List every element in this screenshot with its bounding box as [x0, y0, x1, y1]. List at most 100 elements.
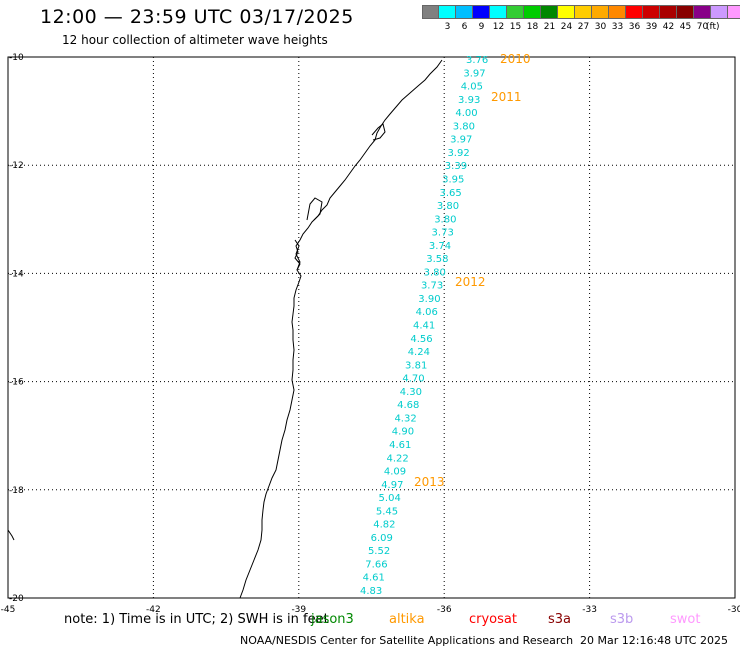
year-marker: 2010 [500, 52, 531, 66]
legend-tick-label: 18 [526, 22, 539, 32]
legend-tick-label: 33 [611, 22, 624, 32]
legend-tick-label: 3 [444, 22, 451, 32]
wave-height-label: 3.73 [432, 228, 454, 239]
wave-height-label: 3.74 [429, 241, 451, 252]
wave-height-label: 6.09 [371, 533, 393, 544]
legend-swatch [677, 5, 694, 19]
wave-height-label: 4.30 [400, 387, 422, 398]
coastline [239, 59, 443, 599]
legend-tick-label: 9 [478, 22, 485, 32]
timestamp-text: 20 Mar 12:16:48 UTC 2025 [580, 634, 728, 647]
legend-swatch [711, 5, 728, 19]
coastline-edge [7, 529, 15, 541]
legend-tick-label: 21 [543, 22, 556, 32]
lon-tick-label: -36 [437, 605, 452, 615]
legend-swatch [728, 5, 740, 19]
wave-height-label: 4.09 [384, 467, 406, 478]
wave-height-label: 3.80 [437, 201, 459, 212]
wave-height-label: 3.97 [463, 68, 485, 79]
legend-tick-label: 27 [577, 22, 590, 32]
wave-height-label: 4.00 [455, 108, 477, 119]
wave-height-label: 3.80 [434, 214, 456, 225]
wave-height-label: 3.90 [418, 294, 440, 305]
wave-height-label: 3.93 [458, 95, 480, 106]
wave-height-label: 4.24 [408, 347, 430, 358]
mission-altika: altika [389, 612, 425, 627]
lon-tick-label: -30 [728, 605, 740, 615]
wave-height-label: 3.58 [426, 254, 448, 265]
wave-height-label: 4.83 [360, 586, 382, 597]
wave-height-label: 3.73 [421, 281, 443, 292]
legend-swatch [694, 5, 711, 19]
legend-swatch [558, 5, 575, 19]
legend-tick-label: 70 [696, 22, 709, 32]
wave-height-label: 3.95 [442, 174, 464, 185]
lat-tick-label: -20 [9, 594, 24, 604]
lat-tick-label: -16 [9, 378, 24, 388]
legend-tick-label: 24 [560, 22, 573, 32]
legend-tick-label: 36 [628, 22, 641, 32]
page-subtitle: 12 hour collection of altimeter wave hei… [62, 33, 328, 47]
wave-height-label: 4.82 [373, 520, 395, 531]
mission-s3b: s3b [610, 612, 634, 627]
legend-swatch [660, 5, 677, 19]
wave-height-label: 4.61 [363, 573, 385, 584]
wave-height-label: 4.90 [392, 427, 414, 438]
legend-swatch [422, 5, 439, 19]
wave-height-label: 4.56 [410, 334, 432, 345]
wave-height-label: 3.65 [440, 188, 462, 199]
mission-s3a: s3a [548, 612, 572, 627]
wave-height-legend: 3 6 9 12 15 18 21 24 27 30 33 36 39 42 45 70 (ft) [422, 5, 740, 32]
legend-swatch [541, 5, 558, 19]
lat-tick-label: -10 [9, 53, 24, 63]
legend-tick-label: 42 [662, 22, 675, 32]
legend-swatch [507, 5, 524, 19]
credit-text: NOAA/NESDIS Center for Satellite Applica… [240, 634, 574, 647]
wave-height-label: 3.80 [453, 121, 475, 132]
wave-height-label: 3.39 [445, 161, 467, 172]
wave-height-label: 3.92 [447, 148, 469, 159]
wave-height-label: 4.05 [461, 82, 483, 93]
legend-labels: 3 6 9 12 15 18 21 24 27 30 33 36 39 42 45 70 [422, 22, 740, 32]
legend-unit: (ft) [706, 22, 720, 32]
lon-tick-label: -42 [146, 605, 161, 615]
footer-note: note: 1) Time is in UTC; 2) SWH is in fe… [64, 612, 329, 627]
wave-height-label: 5.45 [376, 506, 398, 517]
wave-height-label: 4.68 [397, 400, 419, 411]
lon-tick-label: -45 [1, 605, 16, 615]
wave-height-label: 3.80 [424, 267, 446, 278]
wave-height-label: 4.97 [381, 480, 403, 491]
wave-height-label: 3.97 [450, 135, 472, 146]
wave-height-label: 3.81 [405, 360, 427, 371]
mission-swot: swot [670, 612, 701, 627]
wave-height-label: 4.41 [413, 321, 435, 332]
wave-height-label: 4.06 [416, 307, 438, 318]
coastline-lagoon [294, 239, 301, 271]
legend-swatch [490, 5, 507, 19]
mission-jason3: jason3 [311, 612, 354, 627]
wave-height-label: 7.66 [365, 559, 387, 570]
legend-swatch [626, 5, 643, 19]
year-marker: 2011 [491, 90, 522, 104]
legend-tick-label: 15 [509, 22, 522, 32]
map-frame [7, 56, 736, 599]
lon-tick-label: -39 [291, 605, 306, 615]
legend-tick-label: 6 [461, 22, 468, 32]
legend-tick-label: 30 [594, 22, 607, 32]
coastline-inlet [371, 123, 386, 141]
legend-swatch [592, 5, 609, 19]
wave-height-label: 4.70 [402, 374, 424, 385]
legend-swatch [439, 5, 456, 19]
legend-tick-label: 45 [679, 22, 692, 32]
legend-tick-label: 12 [492, 22, 505, 32]
legend-swatch [575, 5, 592, 19]
legend-swatch [456, 5, 473, 19]
wave-height-label: 4.61 [389, 440, 411, 451]
legend-swatch [473, 5, 490, 19]
year-marker: 2013 [414, 475, 445, 489]
coastline-bay [306, 197, 323, 221]
mission-cryosat: cryosat [469, 612, 517, 627]
lon-tick-label: -33 [582, 605, 597, 615]
legend-swatch [609, 5, 626, 19]
wave-height-label: 5.04 [379, 493, 401, 504]
